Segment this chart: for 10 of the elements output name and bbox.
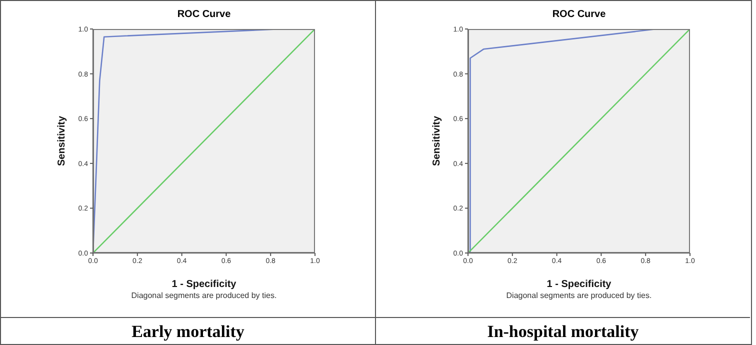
chart-title: ROC Curve: [176, 9, 232, 20]
y-axis-title: Sensitivity: [56, 116, 68, 166]
x-axis-title: 1 - Specificity: [172, 279, 237, 290]
text: Early mortality: [130, 322, 246, 342]
chart-title: ROC Curve: [551, 9, 607, 20]
text: Diagonal segments are produced by ties.: [130, 291, 278, 300]
text: Diagonal segments are produced by ties.: [505, 291, 653, 300]
text: In-hospital mortality: [486, 322, 640, 342]
y-axis-title: Sensitivity: [432, 116, 443, 166]
x-axis-title: 1 - Specificity: [546, 279, 612, 290]
